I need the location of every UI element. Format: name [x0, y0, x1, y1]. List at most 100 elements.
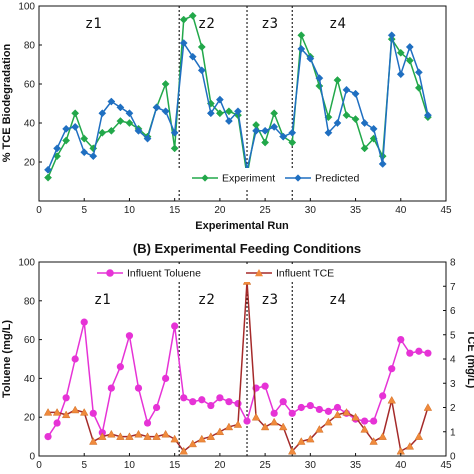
- x-tick-label: 5: [81, 460, 87, 471]
- y-tick-label: 20: [24, 158, 36, 169]
- data-point: [379, 392, 386, 399]
- data-point: [334, 77, 341, 84]
- x-tick-label: 10: [124, 460, 136, 471]
- x-tick-label: 25: [260, 205, 272, 216]
- data-point: [270, 418, 278, 425]
- y2-tick-label: 7: [450, 282, 456, 293]
- y-tick-label: 40: [24, 119, 36, 130]
- y-tick-label: 100: [18, 258, 35, 269]
- x-tick-label: 30: [305, 205, 317, 216]
- data-point: [352, 90, 359, 97]
- data-point: [89, 438, 97, 445]
- y-tick-label: 20: [24, 413, 36, 424]
- data-point: [289, 129, 296, 136]
- x-tick-label: 40: [395, 205, 407, 216]
- y-tick-label: 60: [24, 335, 36, 346]
- data-point: [388, 365, 395, 372]
- y-tick-label: 0: [29, 452, 35, 463]
- data-point: [207, 402, 214, 409]
- data-point: [71, 406, 79, 413]
- data-point: [424, 350, 431, 357]
- data-point: [162, 375, 169, 382]
- data-point: [361, 417, 368, 424]
- data-point: [252, 413, 260, 420]
- data-point: [415, 69, 422, 76]
- x-tick-label: 5: [81, 205, 87, 216]
- data-point: [298, 32, 305, 39]
- y2-axis-label-b: TCE (mg/L): [465, 330, 474, 389]
- x-axis-label-a: Experimental Run: [195, 220, 289, 232]
- data-point: [397, 336, 404, 343]
- series-experiment: [44, 12, 431, 181]
- data-point: [135, 430, 143, 437]
- data-point: [415, 433, 423, 440]
- y2-tick-label: 1: [450, 427, 456, 438]
- zone-labels-a: z1z2z3z4: [85, 16, 346, 32]
- data-point: [334, 404, 341, 411]
- zone-label: z2: [198, 16, 215, 32]
- y2-tick-label: 0: [450, 452, 456, 463]
- x-tick-label: 20: [214, 460, 226, 471]
- y-tick-label: 60: [24, 80, 36, 91]
- zone-label: z3: [261, 292, 278, 308]
- data-point: [99, 129, 106, 136]
- x-tick-label: 30: [305, 460, 317, 471]
- data-point: [189, 440, 197, 447]
- data-point: [126, 332, 133, 339]
- data-point: [108, 385, 115, 392]
- data-point: [90, 153, 97, 160]
- y2-tick-label: 3: [450, 379, 456, 390]
- y2-tick-label: 2: [450, 403, 456, 414]
- x-tick-label: 35: [350, 205, 362, 216]
- y-axis-ticks-b: 020406080100: [18, 258, 42, 463]
- data-point: [234, 421, 242, 428]
- y2-axis-ticks-b: 012345678: [443, 258, 456, 463]
- data-point: [63, 137, 70, 144]
- x-tick-label: 0: [36, 460, 42, 471]
- data-point: [180, 16, 187, 23]
- data-point: [72, 110, 79, 117]
- legend-label: Influent TCE: [276, 268, 334, 280]
- series-predicted: [44, 32, 431, 174]
- data-point: [343, 112, 350, 119]
- data-point: [225, 398, 232, 405]
- zone-label: z4: [329, 292, 346, 308]
- data-point: [406, 350, 413, 357]
- data-point: [370, 417, 377, 424]
- zone-labels-b: z1z2z3z4: [94, 292, 346, 308]
- x-tick-label: 45: [440, 205, 452, 216]
- data-point: [379, 433, 387, 440]
- data-point: [144, 419, 151, 426]
- data-point: [189, 12, 196, 19]
- legend-label: Influent Toluene: [127, 268, 201, 280]
- data-point: [153, 104, 160, 111]
- y-axis-label-b: Toluene (mg/L): [1, 320, 13, 398]
- data-point: [262, 139, 269, 146]
- panel-b-title: (B) Experimental Feeding Conditions: [133, 241, 361, 256]
- data-point: [180, 394, 187, 401]
- x-tick-label: 10: [124, 205, 136, 216]
- data-point: [171, 322, 178, 329]
- y2-tick-label: 6: [450, 306, 456, 317]
- y-tick-label: 80: [24, 296, 36, 307]
- data-point: [207, 433, 215, 440]
- data-point: [316, 406, 323, 413]
- y2-tick-label: 8: [450, 258, 456, 269]
- data-point: [262, 383, 269, 390]
- legend-swatch-marker: [106, 269, 114, 277]
- data-point: [117, 363, 124, 370]
- data-point: [379, 160, 386, 167]
- data-point: [162, 108, 169, 115]
- data-point: [316, 82, 323, 89]
- x-tick-label: 15: [169, 460, 181, 471]
- data-point: [162, 430, 170, 437]
- data-point: [243, 417, 250, 424]
- legend-label: Predicted: [315, 173, 360, 185]
- zone-label: z1: [85, 16, 102, 32]
- series-a: [44, 12, 431, 181]
- data-point: [424, 404, 432, 411]
- x-tick-label: 15: [169, 205, 181, 216]
- data-point: [44, 174, 51, 181]
- x-tick-label: 0: [36, 205, 42, 216]
